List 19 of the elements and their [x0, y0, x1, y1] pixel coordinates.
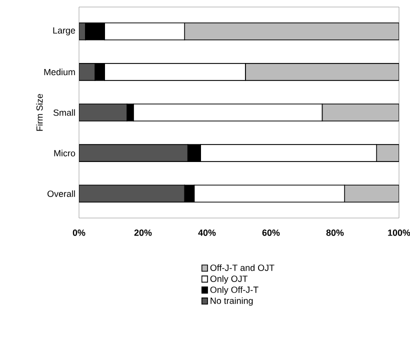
x-tick-label: 100% [388, 230, 410, 236]
bar [79, 144, 188, 162]
y-tick-label: Overall [48, 190, 75, 197]
x-tick-label: 60% [262, 230, 280, 236]
y-tick-label: Micro [54, 150, 76, 156]
y-tick-label: Large [53, 27, 76, 36]
bar [79, 104, 128, 122]
x-tick-label: 20% [134, 230, 152, 236]
legend-label: Only Off-J-T [210, 286, 258, 295]
x-tick-label: 80% [326, 230, 344, 236]
legend-label: Off-J-T and OJT [210, 264, 274, 271]
x-tick-label: 0% [72, 230, 86, 236]
x-tick-label: 40% [198, 230, 216, 236]
bar [79, 184, 185, 203]
y-tick-label: Medium [44, 68, 75, 76]
y-axis-title: Firm Size [36, 94, 43, 131]
legend-label: Only OJT [210, 275, 248, 284]
legend-label: No training [210, 297, 253, 306]
y-tick-label: Small [53, 109, 75, 116]
